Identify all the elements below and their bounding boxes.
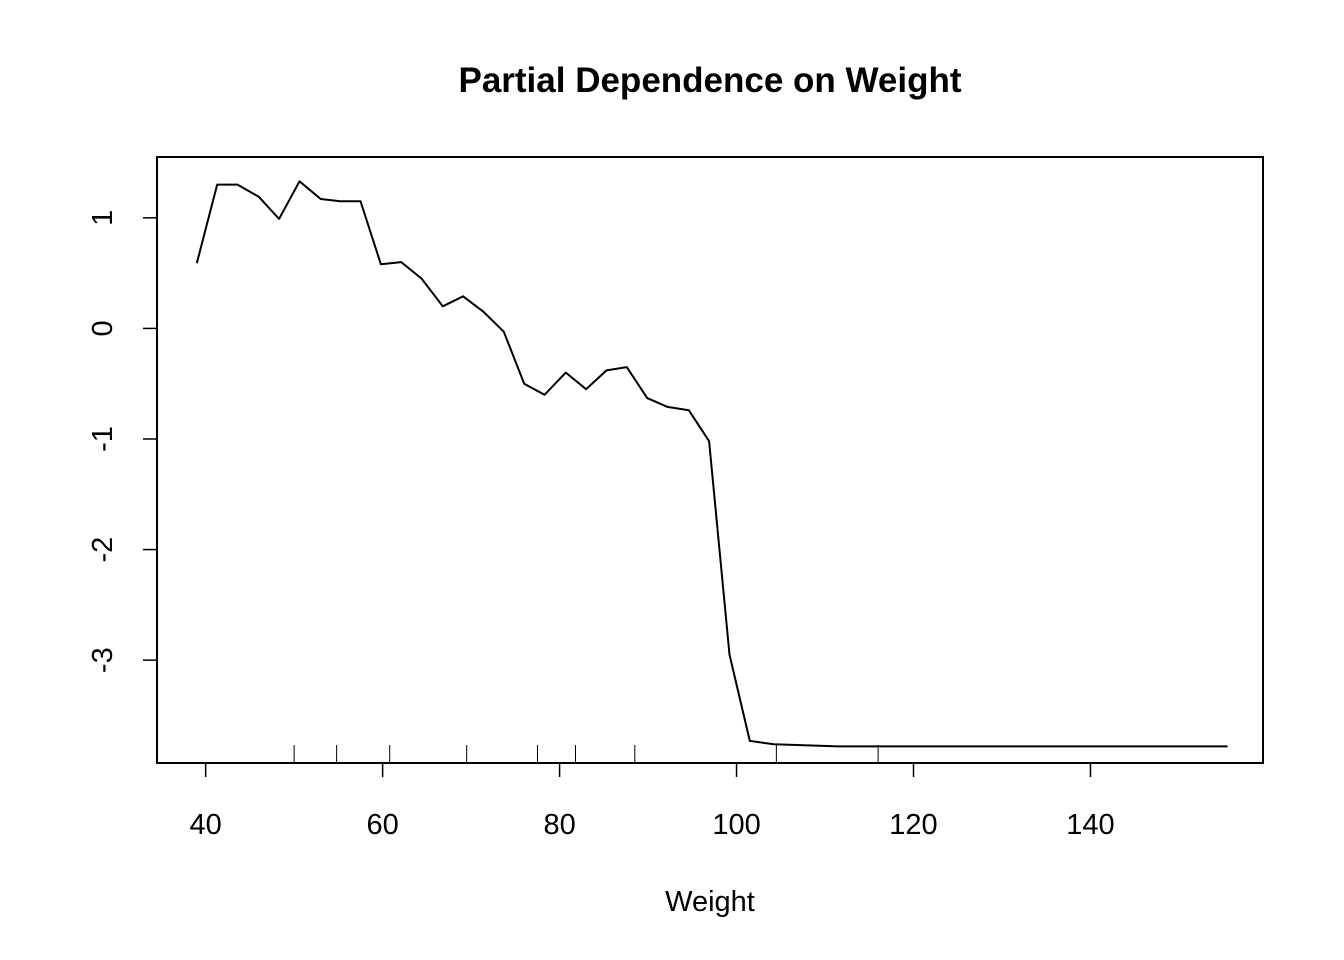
x-axis-label: Weight [665,886,755,918]
plot-layer: 40 60 80 100 120 140 1 0 -1 -2 -3 [87,180,1228,841]
x-tick-label: 120 [889,809,937,841]
x-tick-label: 140 [1066,809,1114,841]
y-tick-label: -3 [87,647,119,673]
x-tick-label: 40 [190,809,222,841]
y-tick-label: 1 [87,210,119,226]
x-tick-label: 60 [366,809,398,841]
chart-title: Partial Dependence on Weight [458,61,961,100]
x-tick-label: 80 [543,809,575,841]
y-tick-label: 0 [87,320,119,336]
series-line [195,180,1228,748]
x-tick-label: 100 [712,809,760,841]
y-tick-label: -1 [87,426,119,452]
y-tick-label: -2 [87,537,119,563]
